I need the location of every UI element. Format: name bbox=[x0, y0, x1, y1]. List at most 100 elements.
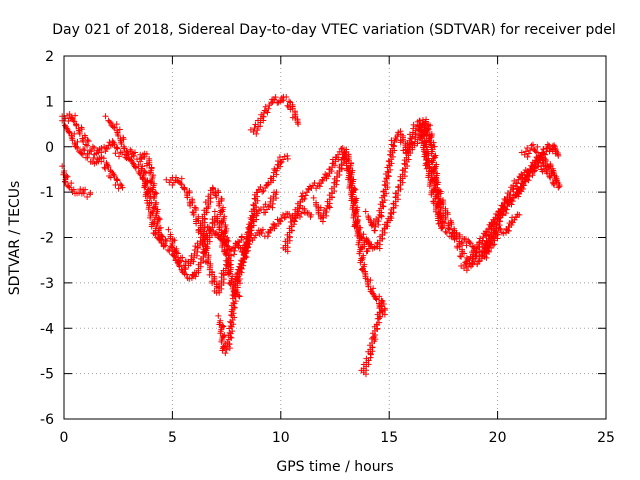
data-point bbox=[64, 173, 71, 180]
data-point bbox=[253, 130, 260, 137]
data-point bbox=[397, 177, 404, 184]
data-point bbox=[116, 126, 123, 133]
data-point bbox=[144, 190, 151, 197]
data-point bbox=[387, 151, 394, 158]
data-point bbox=[70, 117, 77, 124]
data-point bbox=[296, 214, 303, 221]
data-point bbox=[216, 283, 223, 290]
data-point bbox=[442, 228, 449, 235]
data-point bbox=[466, 260, 473, 267]
data-point bbox=[189, 199, 196, 206]
data-point bbox=[428, 174, 435, 180]
data-point bbox=[211, 208, 218, 215]
data-point bbox=[356, 250, 363, 257]
data-point bbox=[178, 181, 185, 188]
data-point bbox=[110, 171, 117, 178]
data-point bbox=[104, 161, 111, 168]
data-point bbox=[423, 156, 430, 163]
data-point bbox=[516, 211, 523, 218]
data-point bbox=[230, 304, 237, 311]
data-point bbox=[156, 236, 163, 243]
data-point bbox=[169, 243, 176, 250]
data-point bbox=[360, 267, 367, 274]
data-point bbox=[89, 143, 96, 150]
data-point bbox=[275, 220, 282, 227]
data-point bbox=[223, 346, 230, 353]
data-point bbox=[527, 166, 534, 173]
data-point bbox=[392, 135, 399, 142]
data-point bbox=[78, 150, 85, 157]
data-point bbox=[347, 164, 354, 171]
data-point bbox=[359, 256, 366, 263]
data-point bbox=[556, 183, 563, 190]
data-point bbox=[226, 345, 233, 352]
data-point bbox=[117, 181, 124, 188]
data-point bbox=[372, 295, 379, 302]
series-arc-10 bbox=[232, 152, 291, 287]
data-point bbox=[173, 174, 180, 181]
data-point bbox=[333, 154, 340, 161]
y-tick-label: 2 bbox=[45, 49, 54, 65]
y-tick-label: -1 bbox=[40, 185, 54, 201]
data-point bbox=[112, 182, 119, 189]
data-point bbox=[553, 148, 560, 155]
data-point bbox=[213, 194, 220, 201]
data-point bbox=[87, 191, 94, 198]
data-point bbox=[553, 178, 560, 185]
data-points bbox=[59, 93, 563, 378]
data-point bbox=[277, 217, 284, 224]
data-point bbox=[252, 232, 259, 239]
data-point bbox=[139, 175, 146, 182]
data-point bbox=[497, 226, 504, 233]
data-point bbox=[175, 262, 182, 269]
data-point bbox=[119, 184, 126, 191]
data-point bbox=[166, 248, 173, 255]
data-point bbox=[268, 175, 275, 182]
data-point bbox=[304, 189, 310, 196]
data-point bbox=[222, 350, 229, 357]
data-point bbox=[507, 197, 514, 204]
data-point bbox=[272, 94, 279, 101]
data-point bbox=[281, 214, 288, 221]
data-point bbox=[433, 186, 440, 193]
data-point bbox=[148, 199, 155, 206]
data-point bbox=[364, 237, 371, 244]
data-point bbox=[364, 248, 371, 255]
data-point bbox=[227, 334, 234, 341]
data-point bbox=[186, 189, 193, 196]
data-point bbox=[532, 148, 539, 155]
data-point bbox=[157, 237, 164, 244]
data-point bbox=[338, 145, 345, 152]
data-point bbox=[203, 249, 210, 256]
data-point bbox=[218, 338, 225, 345]
data-point bbox=[234, 284, 241, 291]
data-point bbox=[115, 132, 122, 139]
data-point bbox=[143, 179, 150, 186]
data-point bbox=[546, 173, 553, 180]
data-point bbox=[430, 169, 437, 176]
data-point bbox=[416, 117, 423, 124]
data-point bbox=[280, 97, 287, 104]
data-point bbox=[211, 278, 218, 285]
data-point bbox=[348, 184, 355, 191]
data-point bbox=[217, 330, 224, 337]
data-point bbox=[216, 202, 223, 209]
data-point bbox=[151, 229, 158, 236]
data-point bbox=[84, 137, 91, 144]
data-point bbox=[317, 204, 324, 211]
data-point bbox=[368, 241, 375, 248]
data-point bbox=[552, 176, 559, 183]
data-point bbox=[533, 149, 540, 156]
data-point bbox=[110, 139, 117, 146]
data-point bbox=[481, 240, 488, 247]
data-point bbox=[263, 182, 270, 189]
data-point bbox=[271, 221, 278, 228]
data-point bbox=[395, 183, 402, 190]
data-point bbox=[414, 122, 421, 129]
data-point bbox=[313, 202, 320, 209]
data-point bbox=[84, 193, 91, 200]
data-point bbox=[478, 241, 485, 248]
data-point bbox=[443, 229, 450, 236]
data-point bbox=[114, 144, 121, 151]
data-point bbox=[185, 262, 192, 269]
